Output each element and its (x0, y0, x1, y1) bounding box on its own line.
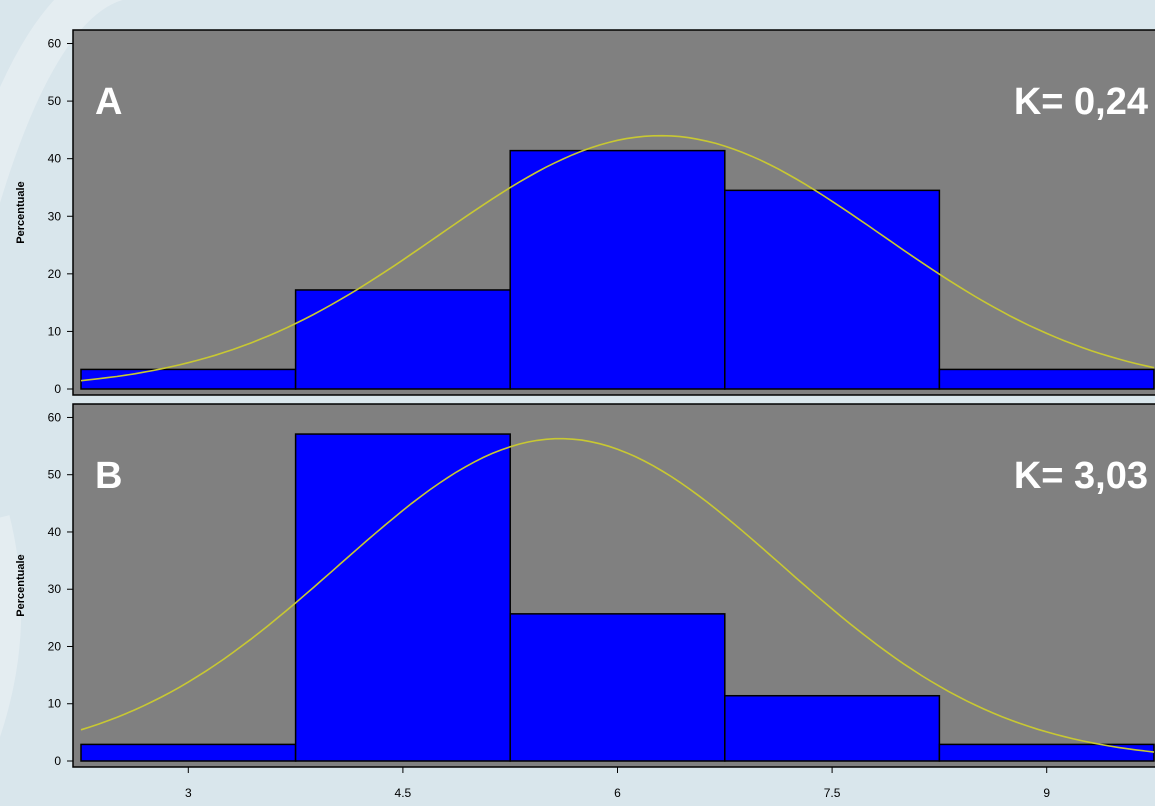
background-swirl (0, 515, 22, 737)
y-axis-label: Percentuale (15, 554, 27, 616)
y-tick-label: 30 (48, 209, 62, 223)
y-tick-label: 20 (48, 267, 62, 281)
histogram-bar (724, 189, 941, 390)
histogram-bar (294, 289, 511, 390)
histogram-bar (509, 613, 726, 762)
histogram-bar (724, 694, 941, 762)
y-tick-label: 40 (48, 525, 62, 539)
normal-fit-curve (80, 437, 1155, 753)
kurtosis-annotation: K= 0,24 (1014, 81, 1148, 123)
background-swirl (0, 0, 124, 204)
y-tick-label: 10 (48, 324, 62, 338)
y-tick-label: 30 (48, 582, 62, 596)
y-axis-label: Percentuale (15, 181, 27, 243)
y-tick-label: 60 (48, 37, 62, 51)
y-tick-label: 20 (48, 639, 62, 653)
x-tick-label: 4.5 (395, 786, 412, 800)
y-tick-label: 60 (48, 410, 62, 424)
kurtosis-annotation: K= 3,03 (1014, 455, 1148, 497)
x-tick-label: 9 (1043, 786, 1050, 800)
histogram-panel-a: 0 10 20 30 40 50 60 Percentuale A K= 0,24 (15, 29, 1155, 396)
histogram-bar (294, 433, 511, 762)
y-tick-label: 10 (48, 697, 62, 711)
histogram-panel-b: 0 10 20 30 40 50 60 Percentuale B K= 3,03 3 4.5 6 7.5… (15, 403, 1155, 800)
histogram-bar (80, 743, 297, 762)
y-tick-label: 50 (48, 94, 62, 108)
y-tick-label: 0 (54, 754, 61, 768)
x-tick-label: 6 (614, 786, 621, 800)
x-tick-label: 3 (185, 786, 192, 800)
y-tick-label: 40 (48, 152, 62, 166)
panel-label: B (95, 455, 122, 497)
histogram-bar (509, 149, 726, 390)
histogram-bar (938, 743, 1155, 762)
histogram-bar (80, 368, 297, 390)
y-tick-label: 0 (54, 382, 61, 396)
histogram-bar (938, 368, 1155, 390)
panel-label: A (95, 81, 122, 123)
y-tick-label: 50 (48, 468, 62, 482)
x-tick-label: 7.5 (824, 786, 841, 800)
normal-fit-curve (80, 134, 1155, 382)
